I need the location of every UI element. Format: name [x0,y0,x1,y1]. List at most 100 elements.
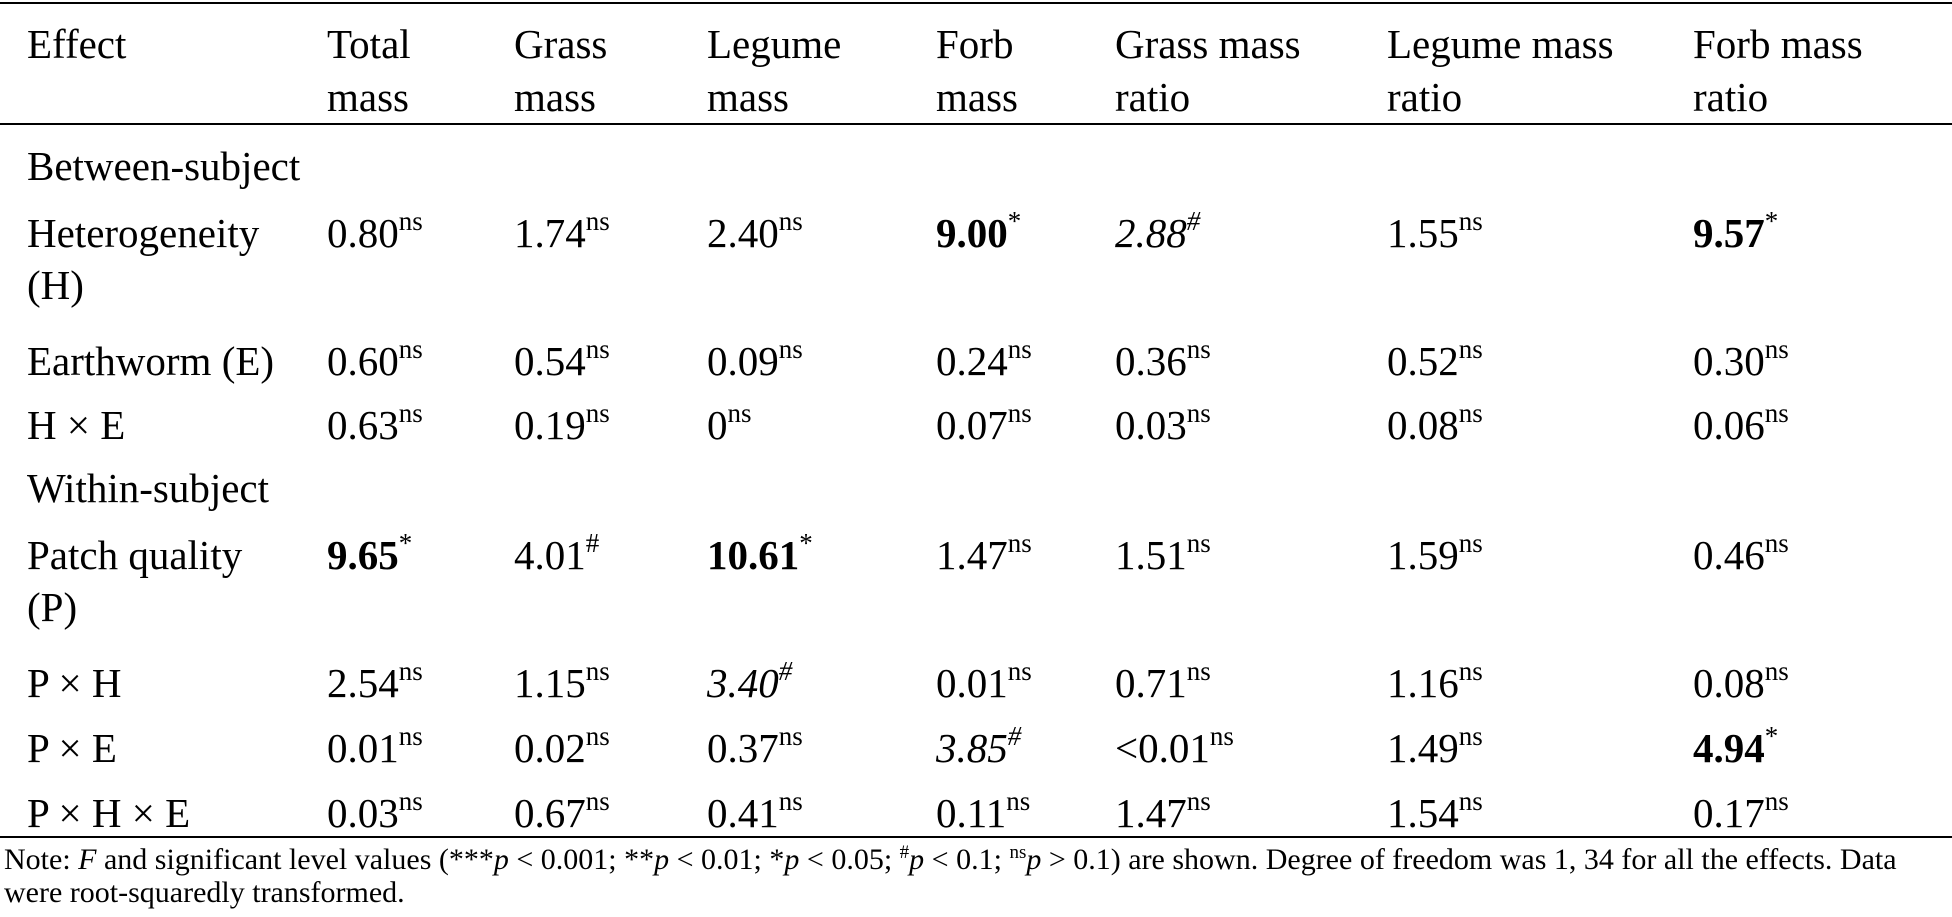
f-value: 1.47 [936,532,1008,578]
table-cell: 10.61* [707,528,813,582]
f-value: 0.37 [707,725,779,771]
column-header-3-line1: Legume [707,21,842,67]
column-header-1-line1: Total [327,21,411,67]
f-value: 9.57 [1693,210,1765,256]
table-cell: 0.01ns [327,721,423,775]
table-cell: 2.54ns [327,656,423,710]
f-value: 0.63 [327,402,399,448]
significance-mark: * [398,528,413,558]
significance-mark: ns [585,334,610,364]
column-header-2-line2: mass [514,74,596,120]
table-top-rule [0,2,1952,4]
significance-mark: ns [1458,786,1483,816]
table-cell: 4.94* [1693,721,1778,775]
significance-mark: * [1764,721,1779,751]
significance-mark: * [1007,206,1022,236]
row-label: P × H × E [27,790,191,836]
table-header-rule [0,123,1952,125]
column-header-7-line1: Forb mass [1693,21,1863,67]
f-value: 0.54 [514,338,586,384]
table-cell: 0.03ns [327,786,423,840]
section-title: Within-subject [27,465,270,511]
table-cell: 0.54ns [514,334,610,388]
significance-mark: ns [398,206,423,236]
significance-mark: ns [1764,398,1789,428]
f-value: 2.88 [1115,210,1187,256]
column-header-0-line1: Effect [27,21,127,67]
f-value: 0.01 [936,660,1008,706]
significance-mark: ns [1458,656,1483,686]
significance-mark: ns [778,334,803,364]
table-cell: 0.67ns [514,786,610,840]
table-bottom-rule [0,836,1952,838]
table-cell: 4.01# [514,528,599,582]
significance-mark: ns [1186,528,1211,558]
table-cell: 0.11ns [936,786,1030,840]
table-cell: 1.74ns [514,206,610,260]
f-value: 1.55 [1387,210,1459,256]
f-value: 0.07 [936,402,1008,448]
row-label: Heterogeneity [27,210,260,256]
significance-mark: ns [585,656,610,686]
significance-mark: ns [1458,721,1483,751]
f-value: 10.61 [707,532,800,578]
f-value: 4.01 [514,532,586,578]
table-cell: 0.06ns [1693,398,1789,452]
row-label: Patch quality [27,532,243,578]
significance-mark: ns [585,721,610,751]
significance-mark: ns [1007,528,1032,558]
significance-mark: ns [585,398,610,428]
column-header-4-line1: Forb [936,21,1014,67]
column-header-3-line2: mass [707,74,789,120]
significance-mark: ns [398,656,423,686]
f-value: 0.02 [514,725,586,771]
significance-mark: ns [1186,334,1211,364]
significance-mark: ns [1764,786,1789,816]
f-value: 1.74 [514,210,586,256]
significance-mark: # [778,656,793,686]
column-header-7-line2: ratio [1693,74,1769,120]
table-cell: 1.47ns [1115,786,1211,840]
table-cell: 1.59ns [1387,528,1483,582]
f-value: 0.71 [1115,660,1187,706]
table-cell: 1.47ns [936,528,1032,582]
f-value: 0.08 [1693,660,1765,706]
significance-mark: ns [778,206,803,236]
table-cell: 1.15ns [514,656,610,710]
significance-mark: ns [585,786,610,816]
table-note: Note: F and significant level values (**… [4,842,1897,909]
significance-mark: ns [1007,398,1032,428]
table-cell: 1.49ns [1387,721,1483,775]
significance-mark: ns [1006,786,1031,816]
f-value: 9.00 [936,210,1008,256]
table-cell: 0.17ns [1693,786,1789,840]
table-cell: 1.51ns [1115,528,1211,582]
significance-mark: ns [398,721,423,751]
significance-mark: ns [1186,786,1211,816]
table-cell: 0.01ns [936,656,1032,710]
significance-mark: ns [1458,398,1483,428]
f-value: 1.51 [1115,532,1187,578]
table-cell: 0.80ns [327,206,423,260]
row-label: Earthworm (E) [27,338,275,384]
table-cell: 3.40# [707,656,792,710]
f-value: <0.01 [1115,725,1210,771]
table-cell: 0.19ns [514,398,610,452]
table-cell: 0.63ns [327,398,423,452]
significance-mark: ns [398,786,423,816]
column-header-1-line2: mass [327,74,409,120]
f-value: 0.30 [1693,338,1765,384]
table-cell: 0ns [707,398,752,452]
f-value: 0.52 [1387,338,1459,384]
f-value: 1.54 [1387,790,1459,836]
f-value: 0.60 [327,338,399,384]
significance-mark: ns [1764,528,1789,558]
column-header-4-line2: mass [936,74,1018,120]
table-cell: 0.02ns [514,721,610,775]
f-value: 9.65 [327,532,399,578]
significance-mark: ns [1458,334,1483,364]
section-title: Between-subject [27,143,301,189]
f-value: 3.40 [707,660,779,706]
significance-mark: ns [585,206,610,236]
table-cell: 9.57* [1693,206,1778,260]
